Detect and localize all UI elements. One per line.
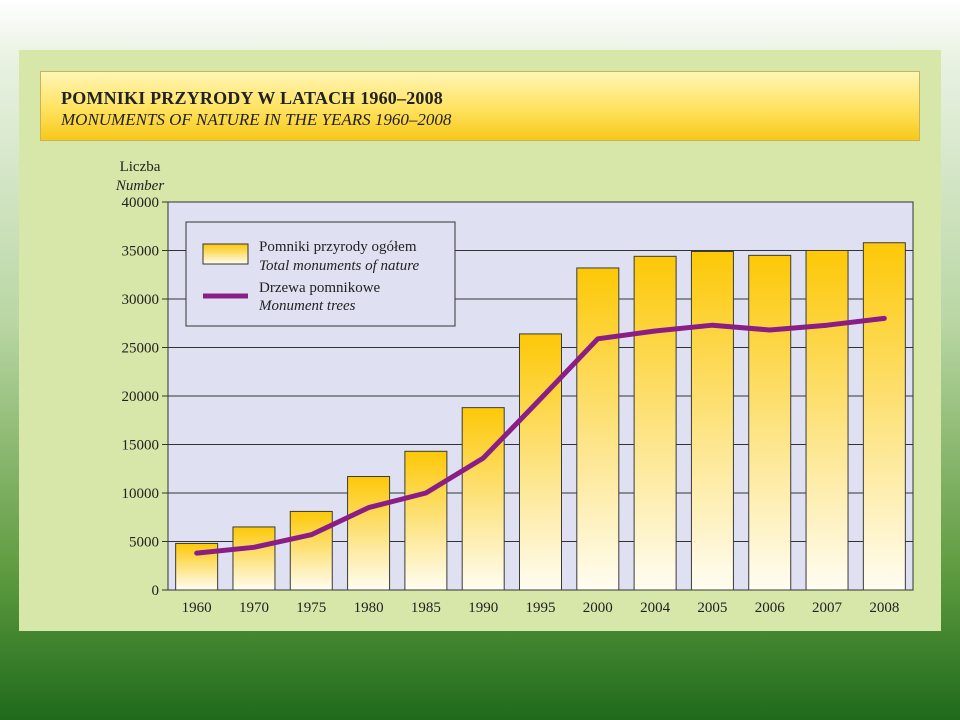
- legend-bar-label: Pomniki przyrody ogółem: [259, 239, 417, 255]
- bar-1980: [347, 476, 391, 591]
- y-axis-label: Liczba: [120, 159, 161, 175]
- bar-1970: [232, 526, 276, 591]
- y-tick-label: 35000: [122, 244, 160, 260]
- x-tick-label: 1960: [182, 600, 212, 616]
- line-monument-trees: [194, 315, 887, 556]
- legend-bar-label-en: Total monuments of nature: [259, 258, 419, 274]
- line-series: [194, 315, 887, 556]
- x-tick-label: 2000: [583, 600, 613, 616]
- bar-1990: [461, 407, 505, 591]
- y-tick-label: 10000: [122, 486, 160, 502]
- y-axis-label-en: Number: [115, 178, 164, 194]
- y-tick-label: 25000: [122, 341, 160, 357]
- x-tick-label: 1970: [239, 600, 269, 616]
- y-tick-label: 0: [152, 583, 160, 599]
- x-tick-label: 1990: [468, 600, 498, 616]
- bar-2007: [805, 250, 849, 591]
- x-tick-label: 1985: [411, 600, 441, 616]
- chart-title: POMNIKI PRZYRODY W LATACH 1960–2008: [61, 88, 444, 108]
- x-tick-label: 2006: [755, 600, 786, 616]
- y-tick-label: 40000: [122, 195, 160, 211]
- chart-title-box: POMNIKI PRZYRODY W LATACH 1960–2008 MONU…: [40, 71, 920, 141]
- x-tick-label: 1980: [354, 600, 384, 616]
- legend-box: [185, 221, 456, 327]
- y-tick-label: 15000: [122, 438, 160, 454]
- bar-2005: [690, 250, 734, 591]
- y-axis: 0 5000 10000 15000 20000 25000 30000 35000 40000: [122, 195, 168, 599]
- bar-2008: [862, 242, 906, 591]
- bar-series: [175, 242, 906, 591]
- x-tick-label: 1975: [296, 600, 326, 616]
- legend-bar-swatch: [202, 243, 249, 265]
- x-tick-label: 2007: [812, 600, 843, 616]
- y-tick-label: 20000: [122, 389, 160, 405]
- x-axis: 1960 1970 1975 1980 1985 1990 1995 2000 2004 2005…: [182, 600, 900, 616]
- y-tick-label: 30000: [122, 292, 160, 308]
- legend-line-label: Drzewa pomnikowe: [259, 280, 381, 296]
- bar-1995: [519, 333, 562, 591]
- bar-1985: [404, 450, 448, 591]
- bar-1975: [289, 510, 333, 591]
- y-tick-label: 5000: [129, 535, 159, 551]
- bar-2004: [633, 255, 677, 591]
- x-tick-label: 2008: [869, 600, 899, 616]
- x-tick-label: 1995: [526, 600, 556, 616]
- chart-subtitle: MONUMENTS OF NATURE IN THE YEARS 1960–20…: [61, 110, 452, 129]
- legend: Pomniki przyrody ogółem Total monuments …: [185, 221, 456, 327]
- x-tick-label: 2005: [697, 600, 727, 616]
- bar-2006: [748, 254, 792, 591]
- x-tick-label: 2004: [640, 600, 671, 616]
- bar-2000: [576, 267, 620, 591]
- legend-line-label-en: Monument trees: [258, 298, 356, 314]
